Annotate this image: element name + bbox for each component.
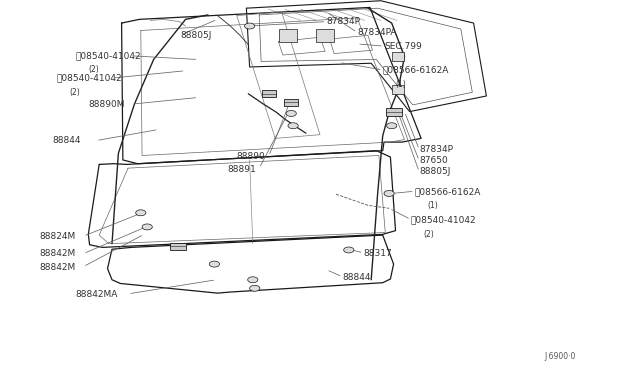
- Text: (1): (1): [428, 201, 438, 210]
- Text: 88844: 88844: [52, 136, 81, 145]
- Text: Ⓢ08540-41042: Ⓢ08540-41042: [56, 74, 122, 83]
- Text: 88842M: 88842M: [40, 263, 76, 272]
- Text: (2): (2): [88, 65, 99, 74]
- Circle shape: [248, 277, 258, 283]
- Text: 87834P: 87834P: [419, 145, 453, 154]
- Bar: [262, 90, 276, 97]
- Circle shape: [384, 190, 394, 196]
- Text: 88805J: 88805J: [419, 167, 451, 176]
- Text: 88824M: 88824M: [40, 232, 76, 241]
- Text: 88844: 88844: [342, 273, 371, 282]
- Text: 88890M: 88890M: [88, 100, 125, 109]
- Bar: [392, 52, 404, 61]
- Circle shape: [344, 247, 354, 253]
- Text: J 6900·0: J 6900·0: [544, 352, 575, 361]
- Circle shape: [244, 23, 255, 29]
- Text: Ⓢ08540-41042: Ⓢ08540-41042: [76, 51, 141, 60]
- Text: 87834PA: 87834PA: [357, 28, 397, 37]
- Text: (1): (1): [396, 80, 406, 89]
- Text: 88317: 88317: [364, 249, 392, 258]
- Text: (2): (2): [69, 88, 80, 97]
- Circle shape: [250, 285, 260, 291]
- Text: 88890: 88890: [237, 153, 266, 161]
- Circle shape: [209, 261, 220, 267]
- Text: 87650: 87650: [419, 156, 448, 165]
- Bar: [385, 108, 402, 116]
- Bar: [170, 243, 186, 250]
- Text: Ⓢ08566-6162A: Ⓢ08566-6162A: [383, 65, 449, 74]
- Text: (2): (2): [424, 230, 435, 239]
- Text: 88842MA: 88842MA: [76, 290, 118, 299]
- Bar: [316, 29, 334, 42]
- Bar: [279, 29, 297, 42]
- Text: 88842M: 88842M: [40, 249, 76, 258]
- Text: 88891: 88891: [227, 165, 256, 174]
- Text: 88805J: 88805J: [180, 31, 212, 40]
- Circle shape: [387, 123, 397, 129]
- Circle shape: [286, 110, 296, 116]
- Text: Ⓢ08566-6162A: Ⓢ08566-6162A: [415, 187, 481, 196]
- Bar: [284, 99, 298, 106]
- Circle shape: [142, 224, 152, 230]
- Text: SEC.799: SEC.799: [384, 42, 422, 51]
- Circle shape: [136, 210, 146, 216]
- Circle shape: [288, 123, 298, 129]
- Bar: [392, 84, 404, 94]
- Text: Ⓢ08540-41042: Ⓢ08540-41042: [411, 216, 477, 225]
- Text: 87834P: 87834P: [326, 17, 360, 26]
